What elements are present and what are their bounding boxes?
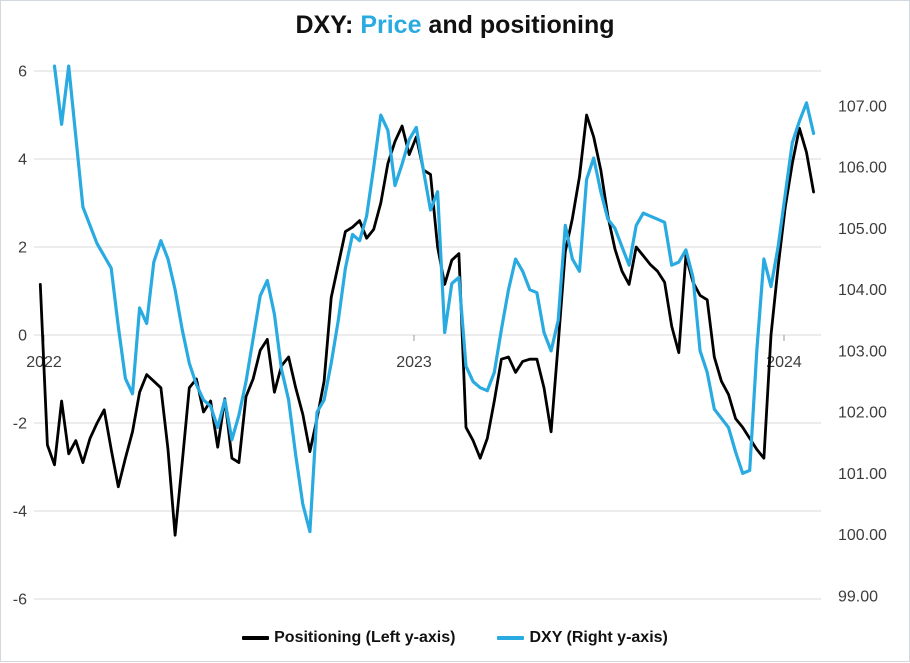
left-axis-tick-label: 0 <box>18 328 27 345</box>
dxy-line-marker-icon <box>497 636 525 640</box>
right-axis-tick-label: 105.00 <box>838 221 887 238</box>
dxy-line <box>52 64 816 534</box>
x-axis-tick-label: 2024 <box>766 354 802 371</box>
positioning-line <box>38 113 815 537</box>
left-axis-tick-label: -4 <box>13 504 27 521</box>
chart-title-highlight: Price <box>360 11 422 39</box>
left-axis-tick-label: 2 <box>18 240 27 257</box>
left-axis-tick-label: -2 <box>13 416 27 433</box>
right-axis-tick-label: 102.00 <box>838 405 887 422</box>
chart-title-prefix: DXY: <box>295 11 361 39</box>
right-axis-tick-label: 106.00 <box>838 160 887 177</box>
chart-title: DXY: Price and positioning <box>1 11 909 40</box>
right-axis-tick-label: 103.00 <box>838 343 887 360</box>
right-axis-tick-label: 107.00 <box>838 98 887 115</box>
left-axis-tick-label: 4 <box>18 152 27 169</box>
right-axis-tick-label: 104.00 <box>838 282 887 299</box>
left-axis-tick-label: 6 <box>18 64 27 81</box>
right-axis-tick-label: 100.00 <box>838 527 887 544</box>
legend-item-dxy: DXY (Right y-axis) <box>497 629 668 647</box>
positioning-line-marker-icon <box>242 636 270 640</box>
legend-item-positioning: Positioning (Left y-axis) <box>242 629 455 647</box>
chart-title-suffix: and positioning <box>421 11 615 39</box>
x-axis-tick-label: 2023 <box>396 354 432 371</box>
left-axis-tick-label: -6 <box>13 592 27 609</box>
legend-label-positioning: Positioning (Left y-axis) <box>274 629 456 646</box>
right-axis-tick-label: 101.00 <box>838 466 887 483</box>
right-axis-tick-label: 99.00 <box>838 588 878 605</box>
chart-legend: Positioning (Left y-axis) DXY (Right y-a… <box>1 629 909 647</box>
legend-label-dxy: DXY (Right y-axis) <box>529 629 668 646</box>
